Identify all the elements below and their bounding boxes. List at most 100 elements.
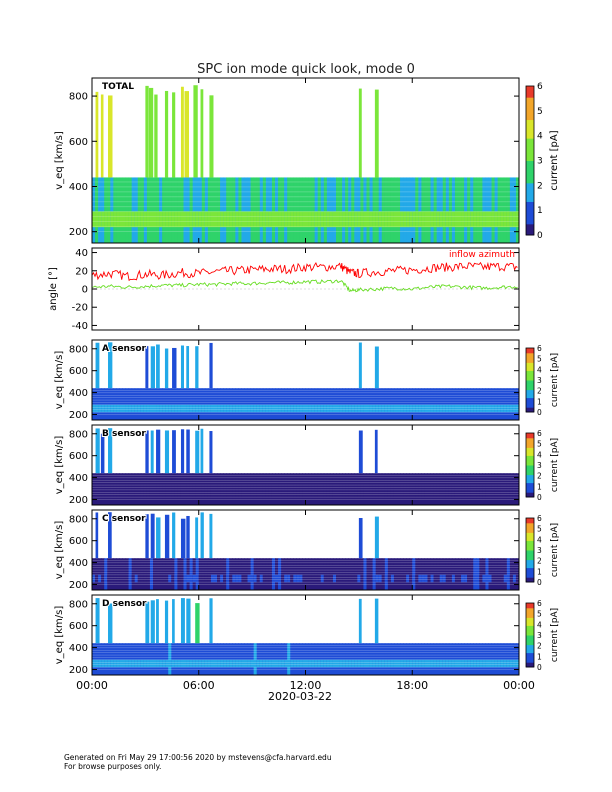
- heatmap-core-cell: [262, 211, 267, 228]
- heatmap-core-cell: [369, 211, 374, 228]
- heatmap-background-cell: [299, 388, 303, 420]
- colorbar-segment: [526, 490, 534, 493]
- heatmap-background-cell: [116, 643, 120, 675]
- heatmap-core-cell: [235, 404, 239, 413]
- heatmap-background-cell: [430, 177, 435, 243]
- heatmap-background-cell: [360, 643, 364, 675]
- heatmap-background-cell: [101, 558, 105, 590]
- heatmap-background-cell: [412, 177, 416, 243]
- heatmap-background-cell: [400, 473, 404, 505]
- heatmap-beam-column: [195, 517, 199, 559]
- heatmap-background-cell: [271, 473, 276, 505]
- heatmap-core-cell: [153, 574, 157, 583]
- heatmap-core-cell: [339, 211, 343, 228]
- heatmap-core-cell: [354, 211, 358, 228]
- heatmap-core-cell: [244, 574, 249, 583]
- heatmap-background-cell: [342, 558, 346, 590]
- heatmap-core-cell: [332, 404, 337, 413]
- heatmap-background-cell: [412, 473, 416, 505]
- heatmap-core-cell: [235, 574, 239, 583]
- heatmap-core-cell: [122, 211, 127, 228]
- heatmap-core-cell: [512, 659, 517, 668]
- heatmap-background-cell: [146, 643, 151, 675]
- heatmap-background-cell: [296, 473, 300, 505]
- heatmap-background-cell: [131, 558, 136, 590]
- colorbar-segment: [526, 469, 534, 472]
- heatmap-core-cell: [506, 211, 511, 228]
- heatmap-background-cell: [296, 177, 300, 243]
- heatmap-background-cell: [275, 177, 279, 243]
- heatmap-core-cell: [305, 211, 310, 228]
- heatmap-background-cell: [497, 558, 502, 590]
- heatmap-background-cell: [451, 177, 456, 243]
- heatmap-core-cell: [320, 489, 325, 498]
- heatmap-background-cell: [509, 643, 514, 675]
- heatmap-core-cell: [281, 211, 285, 228]
- heatmap-core-cell: [336, 574, 340, 583]
- heatmap-core-cell: [461, 574, 465, 583]
- heatmap-core-cell: [293, 489, 297, 498]
- heatmap-core-cell: [107, 489, 111, 498]
- heatmap-background-cell: [275, 558, 279, 590]
- heatmap-beam-column: [108, 512, 112, 559]
- heatmap-background-cell: [174, 388, 178, 420]
- heatmap-background-cell: [122, 388, 127, 420]
- heatmap-background-cell: [220, 558, 224, 590]
- heatmap-background-cell: [259, 177, 264, 243]
- heatmap-core-cell: [378, 211, 383, 228]
- heatmap-background-cell: [494, 643, 499, 675]
- heatmap-core-cell: [143, 659, 148, 668]
- heatmap-beam-column: [209, 342, 213, 389]
- colorbar-frame: [525, 85, 535, 236]
- heatmap-core-cell: [332, 659, 337, 668]
- heatmap-core-cell: [357, 574, 361, 583]
- heatmap-background-cell: [409, 388, 413, 420]
- heatmap-background-cell: [131, 388, 136, 420]
- heatmap-core-cell: [329, 659, 334, 668]
- heatmap-core-cell: [140, 404, 145, 413]
- heatmap-core-cell: [156, 574, 160, 583]
- heatmap-background-cell: [241, 177, 245, 243]
- heatmap-background-cell: [314, 473, 319, 505]
- heatmap-background-cell: [256, 177, 261, 243]
- heatmap-core-cell: [177, 404, 181, 413]
- colorbar-segment: [526, 115, 534, 121]
- heatmap-background-cell: [101, 177, 105, 243]
- heatmap-core-cell: [180, 574, 184, 583]
- heatmap-background-cell: [98, 473, 102, 505]
- heatmap-core-cell: [256, 404, 261, 413]
- heatmap-core-cell: [512, 211, 517, 228]
- heatmap-background-cell: [253, 388, 258, 420]
- heatmap-background-cell: [488, 177, 493, 243]
- heatmap-core-cell: [476, 211, 480, 228]
- colorbar-segment: [526, 223, 534, 229]
- heatmap-core-cell: [506, 659, 511, 668]
- heatmap-background-cell: [177, 558, 181, 590]
- heatmap-core-cell: [140, 211, 145, 228]
- heatmap-core-cell: [210, 404, 215, 413]
- heatmap-background-cell: [415, 643, 419, 675]
- colorbar-segment: [526, 535, 534, 538]
- heatmap-core-cell: [201, 574, 206, 583]
- heatmap-core-cell: [317, 659, 322, 668]
- heatmap-core-cell: [439, 659, 444, 668]
- heatmap-core-cell: [430, 404, 435, 413]
- heatmap-background-cell: [153, 558, 157, 590]
- heatmap-core-cell: [336, 489, 340, 498]
- colorbar-tick-label: 5: [537, 107, 543, 117]
- heatmap-background-cell: [275, 473, 279, 505]
- heatmap-background-cell: [189, 473, 194, 505]
- heatmap-background-cell: [290, 473, 294, 505]
- colorbar-segment: [526, 104, 534, 109]
- heatmap-background-cell: [393, 388, 398, 420]
- heatmap-core-cell: [336, 404, 340, 413]
- heatmap-core-cell: [515, 489, 520, 498]
- heatmap-background-cell: [439, 643, 444, 675]
- heatmap-background-cell: [116, 388, 120, 420]
- colorbar-segment: [526, 375, 534, 378]
- heatmap-core-cell: [348, 489, 352, 498]
- heatmap-core-cell: [98, 659, 102, 668]
- heatmap-background-cell: [198, 558, 203, 590]
- heatmap-core-cell: [119, 404, 123, 413]
- heatmap-background-cell: [174, 473, 178, 505]
